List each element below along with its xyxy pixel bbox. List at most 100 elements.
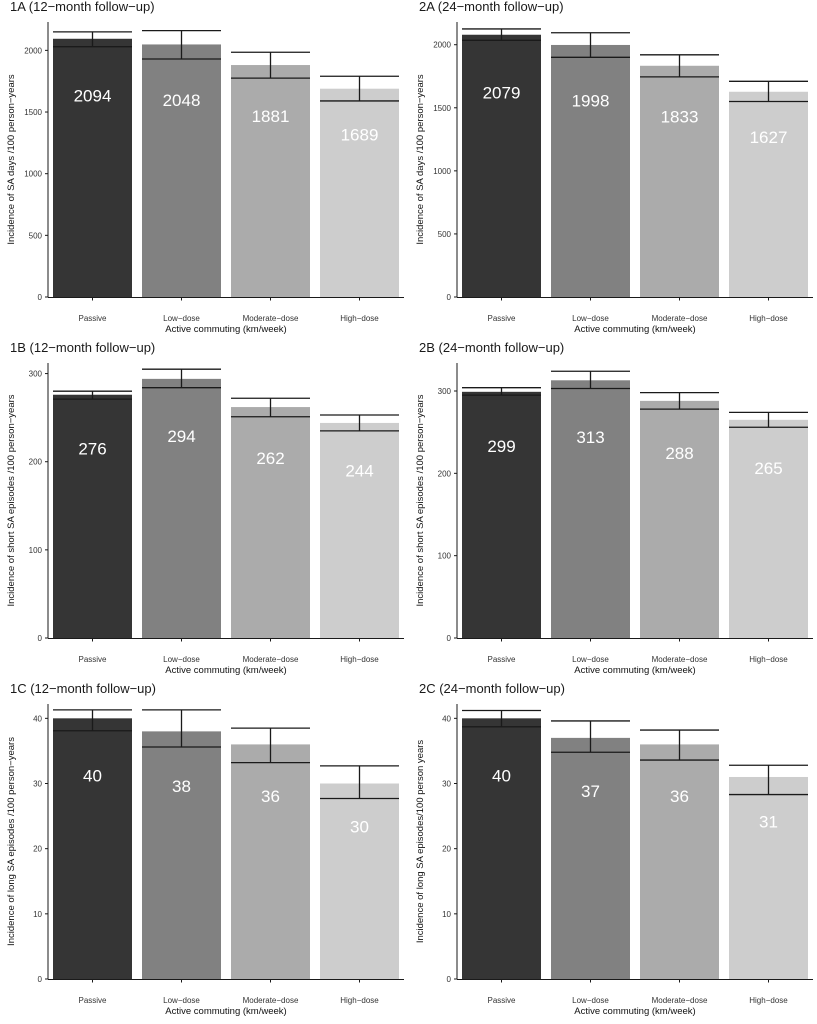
x-axis-title: Active commuting (km/week) [574, 324, 695, 335]
x-axis-title: Active commuting (km/week) [574, 665, 695, 676]
x-axis-title: Active commuting (km/week) [165, 665, 286, 676]
y-tick-label: 40 [442, 714, 451, 723]
bar [462, 34, 541, 298]
data-label: 1881 [252, 107, 290, 126]
y-tick-label: 10 [33, 910, 42, 919]
x-tick-label: Passive [78, 996, 107, 1005]
bar [53, 38, 132, 297]
data-label: 2079 [483, 83, 521, 102]
chart-2b: 2B (24−month follow−up) Incidence of shor… [409, 340, 817, 682]
data-label: 38 [172, 777, 191, 796]
y-tick-label: 300 [29, 370, 43, 379]
data-label: 265 [754, 459, 782, 478]
y-tick-label: 0 [447, 975, 452, 984]
y-tick-label: 500 [438, 230, 452, 239]
x-tick-label: Moderate−dose [652, 655, 708, 664]
bar [551, 44, 630, 298]
y-axis-title: Incidence of SA days /100 person−years [6, 74, 17, 245]
y-tick-label: 30 [33, 780, 42, 789]
x-axis-title: Active commuting (km/week) [165, 324, 286, 335]
chart-1a: 1A (12−month follow−up) Incidence of SA d… [0, 0, 408, 341]
y-tick-label: 40 [33, 714, 42, 723]
x-tick-label: Low−dose [572, 314, 609, 323]
x-tick-label: Low−dose [163, 996, 200, 1005]
chart-1c: 1C (12−month follow−up) Incidence of long… [0, 681, 408, 1023]
bar [640, 65, 719, 297]
y-tick-label: 10 [442, 910, 451, 919]
data-label: 1998 [572, 91, 610, 110]
x-tick-label: Low−dose [572, 655, 609, 664]
y-tick-label: 20 [442, 845, 451, 854]
y-axis-title: Incidence of SA days /100 person−years [415, 74, 426, 245]
x-axis-title: Active commuting (km/week) [165, 1006, 286, 1017]
chart-2a: 2A (24−month follow−up) Incidence of SA d… [409, 0, 817, 341]
y-axis-title: Incidence of long SA episodes /100 perso… [6, 737, 17, 946]
y-tick-label: 20 [33, 845, 42, 854]
x-tick-label: Passive [78, 655, 107, 664]
x-tick-label: Low−dose [163, 314, 200, 323]
data-label: 36 [670, 787, 689, 806]
y-tick-label: 0 [38, 293, 43, 302]
y-tick-label: 1000 [24, 170, 42, 179]
bar [53, 394, 132, 638]
y-axis-title: Incidence of long SA episodes/100 person… [415, 740, 426, 944]
chart-1a-svg: 1A (12−month follow−up) Incidence of SA d… [6, 0, 404, 335]
y-tick-label: 300 [438, 387, 452, 396]
y-tick-label: 0 [38, 634, 43, 643]
chart-title: 1B (12−month follow−up) [10, 340, 155, 355]
chart-2c: 2C (24−month follow−up) Incidence of long… [409, 681, 817, 1023]
bar [142, 731, 221, 979]
x-tick-label: High−dose [340, 314, 379, 323]
y-tick-label: 200 [29, 458, 43, 467]
x-tick-label: Moderate−dose [652, 996, 708, 1005]
bar [462, 718, 541, 979]
data-label: 294 [167, 427, 195, 446]
data-label: 1627 [750, 128, 788, 147]
data-label: 288 [665, 444, 693, 463]
bar [640, 400, 719, 638]
x-tick-label: High−dose [749, 996, 788, 1005]
x-tick-label: Passive [487, 996, 516, 1005]
x-tick-label: Passive [78, 314, 107, 323]
y-tick-label: 1500 [433, 104, 451, 113]
data-label: 31 [759, 812, 778, 831]
y-tick-label: 500 [29, 231, 43, 240]
data-label: 37 [581, 782, 600, 801]
x-tick-label: Passive [487, 314, 516, 323]
bar [729, 419, 808, 638]
chart-2b-svg: 2B (24−month follow−up) Incidence of shor… [415, 340, 813, 676]
chart-1c-svg: 1C (12−month follow−up) Incidence of long… [6, 681, 404, 1017]
bar [320, 783, 399, 979]
bar [551, 380, 630, 638]
chart-2a-svg: 2A (24−month follow−up) Incidence of SA d… [415, 0, 813, 335]
x-tick-label: Moderate−dose [243, 314, 299, 323]
chart-title: 1A (12−month follow−up) [10, 0, 155, 14]
data-label: 1833 [661, 108, 699, 127]
data-label: 30 [350, 818, 369, 837]
x-tick-label: Low−dose [163, 655, 200, 664]
bar [231, 65, 310, 297]
y-tick-label: 0 [447, 634, 452, 643]
data-label: 313 [576, 428, 604, 447]
bar [142, 378, 221, 638]
data-label: 40 [492, 767, 511, 786]
y-tick-label: 100 [438, 552, 452, 561]
bar [320, 88, 399, 298]
x-tick-label: Moderate−dose [243, 655, 299, 664]
y-tick-label: 30 [442, 780, 451, 789]
bar [462, 391, 541, 638]
bar [729, 776, 808, 979]
x-tick-label: High−dose [749, 314, 788, 323]
x-axis-title: Active commuting (km/week) [574, 1006, 695, 1017]
bar [320, 422, 399, 638]
x-tick-label: High−dose [749, 655, 788, 664]
x-tick-label: High−dose [340, 655, 379, 664]
chart-title: 1C (12−month follow−up) [10, 681, 156, 696]
chart-title: 2C (24−month follow−up) [419, 681, 565, 696]
x-tick-label: Moderate−dose [243, 996, 299, 1005]
bar [231, 744, 310, 979]
data-label: 2048 [163, 91, 201, 110]
data-label: 299 [487, 437, 515, 456]
bar [142, 44, 221, 298]
y-tick-label: 200 [438, 469, 452, 478]
